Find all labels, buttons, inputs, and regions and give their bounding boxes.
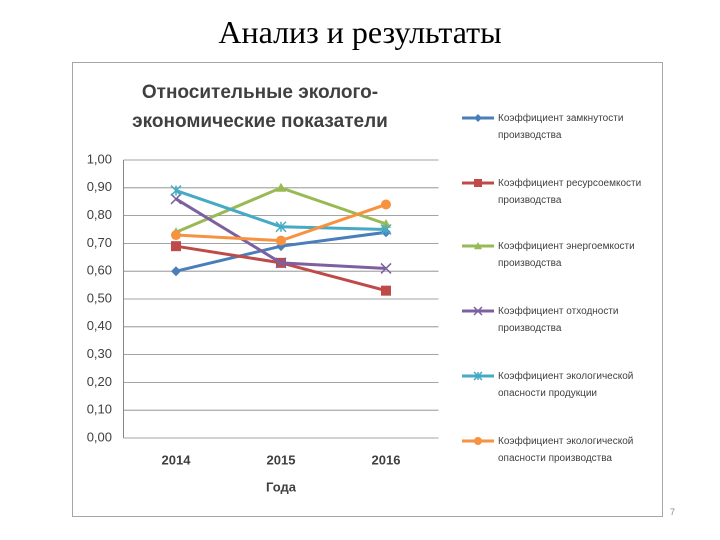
marker xyxy=(381,199,391,210)
y-tick-label: 0,20 xyxy=(87,374,112,389)
x-tick-label: 2015 xyxy=(267,452,296,467)
y-tick-label: 0,40 xyxy=(87,318,112,333)
y-tick-label: 0,80 xyxy=(87,207,112,222)
series xyxy=(170,193,392,274)
legend-entry: Коэффициент замкнутости производства xyxy=(498,113,624,141)
slide-title: Анализ и результаты xyxy=(218,14,502,50)
series-line xyxy=(175,244,387,293)
marker xyxy=(381,218,391,228)
x-axis-label: Года xyxy=(266,479,297,494)
marker xyxy=(276,182,286,192)
x-tick-label: 2014 xyxy=(162,452,192,467)
legend-entry: Коэффициент экологической опасности прои… xyxy=(498,436,634,464)
marker xyxy=(171,230,181,241)
marker xyxy=(275,221,287,233)
y-tick-label: 0,00 xyxy=(87,429,112,444)
marker xyxy=(170,193,182,205)
y-tick-label: 0,90 xyxy=(87,179,112,194)
marker xyxy=(171,266,181,277)
marker xyxy=(474,179,482,187)
marker xyxy=(380,262,392,274)
chart-frame xyxy=(72,62,663,517)
marker xyxy=(170,185,182,197)
y-tick-label: 0,70 xyxy=(87,235,112,250)
y-tick-label: 0,60 xyxy=(87,263,112,278)
marker xyxy=(381,285,391,296)
y-tick-label: 1,00 xyxy=(87,151,112,166)
marker xyxy=(473,306,483,316)
marker xyxy=(276,235,286,246)
series xyxy=(171,199,391,246)
marker xyxy=(474,242,482,250)
marker xyxy=(474,114,482,122)
marker xyxy=(474,437,482,445)
y-tick-label: 0,10 xyxy=(87,402,112,417)
marker xyxy=(473,371,483,381)
legend-entry: Коэффициент энергоемкости производства xyxy=(498,241,635,269)
y-tick-label: 0,30 xyxy=(87,346,112,361)
series xyxy=(170,185,392,236)
legend-entry: Коэффициент отходности производства xyxy=(498,306,619,334)
marker xyxy=(380,223,392,236)
legend-entry: Коэффициент экологической опасности прод… xyxy=(498,371,634,399)
marker xyxy=(275,257,287,269)
page-number: 7 xyxy=(670,507,676,517)
y-tick-label: 0,50 xyxy=(87,290,112,305)
x-tick-label: 2016 xyxy=(372,452,401,467)
legend-entry: Коэффициент ресурсоемкости производства xyxy=(498,178,642,206)
chart-title: Относительные эколого-экономические пока… xyxy=(132,82,388,132)
marker xyxy=(171,241,181,252)
